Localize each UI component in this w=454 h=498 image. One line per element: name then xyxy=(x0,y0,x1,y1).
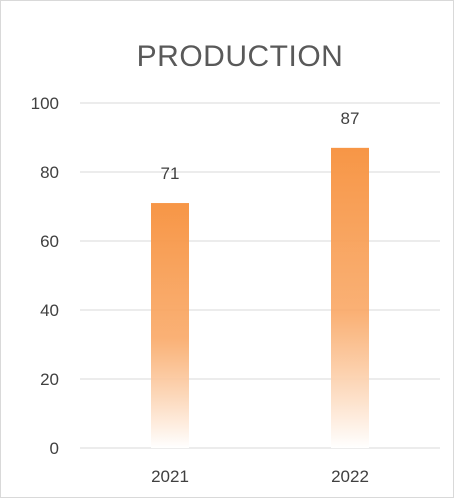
data-label-2022: 87 xyxy=(341,109,360,128)
chart-title: PRODUCTION xyxy=(137,40,344,73)
category-labels: 2021 2022 xyxy=(151,467,369,486)
y-tick-label-20: 20 xyxy=(40,370,59,389)
gridlines xyxy=(80,102,440,449)
y-tick-label-60: 60 xyxy=(40,232,59,251)
category-label-2022: 2022 xyxy=(331,467,369,486)
category-label-2021: 2021 xyxy=(151,467,189,486)
y-axis-ticks: 0 20 40 60 80 100 xyxy=(31,94,59,458)
y-tick-label-40: 40 xyxy=(40,301,59,320)
data-label-2021: 71 xyxy=(161,164,180,183)
y-tick-label-80: 80 xyxy=(40,163,59,182)
bar-2021 xyxy=(151,203,189,448)
bar-2022 xyxy=(331,147,369,448)
bars xyxy=(151,147,369,448)
y-tick-label-100: 100 xyxy=(31,94,59,113)
y-tick-label-0: 0 xyxy=(50,439,59,458)
data-labels: 71 87 xyxy=(161,109,360,183)
